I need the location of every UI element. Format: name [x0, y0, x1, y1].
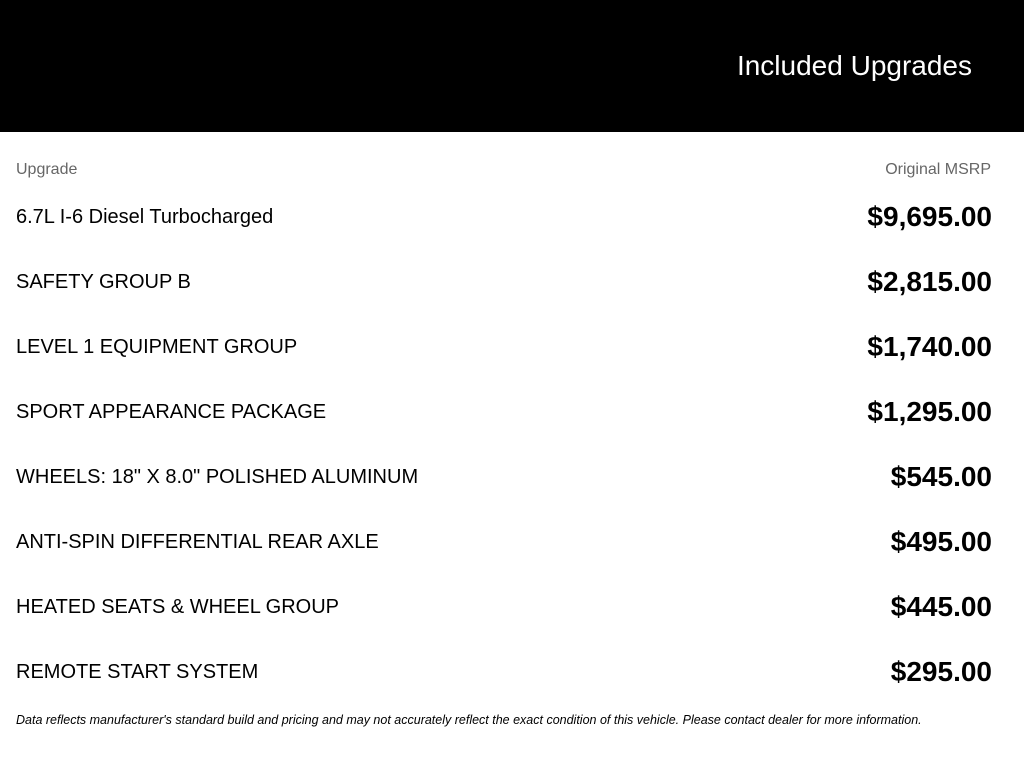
upgrade-name: 6.7L I-6 Diesel Turbocharged [16, 205, 274, 228]
table-row: SAFETY GROUP B $2,815.00 [16, 262, 992, 302]
table-row: WHEELS: 18" X 8.0" POLISHED ALUMINUM $545… [16, 457, 992, 497]
upgrade-price: $1,295.00 [867, 396, 992, 427]
page-title: Included Upgrades [736, 50, 972, 81]
column-header-msrp: Original MSRP [885, 161, 991, 178]
upgrade-name: REMOTE START SYSTEM [16, 660, 259, 683]
table-row: HEATED SEATS & WHEEL GROUP $445.00 [16, 587, 992, 627]
header-banner: Included Upgrades [0, 0, 1024, 132]
disclaimer: Data reflects manufacturer's standard bu… [16, 713, 922, 727]
upgrade-price: $445.00 [890, 591, 992, 622]
upgrade-name: ANTI-SPIN DIFFERENTIAL REAR AXLE [16, 530, 379, 553]
column-header-upgrade: Upgrade [16, 161, 78, 178]
upgrade-name: LEVEL 1 EQUIPMENT GROUP [16, 335, 298, 358]
upgrade-name: HEATED SEATS & WHEEL GROUP [16, 595, 340, 618]
upgrade-price: $9,695.00 [867, 201, 992, 232]
upgrade-name: WHEELS: 18" X 8.0" POLISHED ALUMINUM [16, 465, 419, 488]
table-row: LEVEL 1 EQUIPMENT GROUP $1,740.00 [16, 327, 992, 367]
table-row: REMOTE START SYSTEM $295.00 [16, 652, 992, 692]
upgrade-price: $1,740.00 [867, 331, 992, 362]
table-row: ANTI-SPIN DIFFERENTIAL REAR AXLE $495.00 [16, 522, 992, 562]
upgrade-name: SPORT APPEARANCE PACKAGE [16, 400, 327, 423]
table-row: 6.7L I-6 Diesel Turbocharged $9,695.00 [16, 197, 992, 237]
upgrade-price: $2,815.00 [867, 266, 992, 297]
upgrade-name: SAFETY GROUP B [16, 270, 191, 293]
upgrade-price: $495.00 [890, 526, 992, 557]
upgrade-price: $545.00 [890, 461, 992, 492]
table-row: SPORT APPEARANCE PACKAGE $1,295.00 [16, 392, 992, 432]
upgrade-price: $295.00 [890, 656, 992, 687]
